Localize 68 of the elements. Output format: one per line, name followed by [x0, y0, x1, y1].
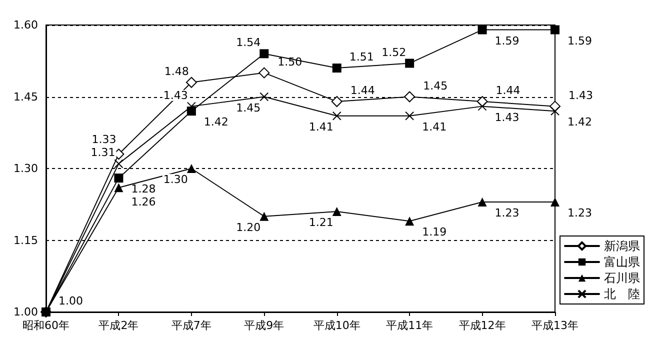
x-tick-label: 平成12年 — [458, 319, 506, 332]
point — [332, 111, 342, 120]
data-label: 1.21 — [308, 216, 334, 230]
data-label: 1.44 — [496, 84, 520, 98]
data-label: 1.54 — [236, 36, 261, 50]
y-tick-label: 1.60 — [14, 18, 38, 32]
point — [186, 164, 196, 173]
data-label: 1.41 — [308, 120, 334, 134]
y-tick-label: 1.00 — [14, 306, 38, 318]
x-tick-label: 平成13年 — [532, 319, 578, 332]
point — [260, 92, 269, 102]
legend-label: 富山県 — [604, 255, 640, 269]
point — [405, 216, 414, 226]
data-label: 1.33 — [92, 133, 116, 146]
legend-label: 新潟県 — [604, 239, 640, 253]
data-label: 1.31 — [90, 146, 116, 160]
y-tick-label: 1.15 — [14, 234, 38, 247]
point — [405, 111, 414, 120]
data-label: 1.43 — [568, 88, 593, 102]
data-label: 1.30 — [163, 173, 188, 186]
point — [478, 197, 487, 206]
data-label: 1.26 — [131, 196, 156, 209]
point — [405, 58, 414, 68]
point — [332, 207, 342, 216]
data-label: 1.59 — [568, 34, 592, 48]
point — [114, 174, 124, 183]
data-label: 1.00 — [58, 294, 83, 308]
point — [550, 25, 560, 34]
point — [114, 159, 124, 168]
data-label: 1.19 — [422, 226, 447, 239]
data-label: 1.48 — [164, 64, 189, 78]
x-tick-label: 平成7年 — [171, 319, 212, 332]
data-label: 1.50 — [278, 55, 302, 68]
data-label: 1.42 — [568, 116, 592, 129]
point — [258, 67, 270, 78]
point — [114, 183, 124, 192]
legend-label: 北 陸 — [604, 287, 640, 301]
data-label: 1.41 — [422, 120, 447, 134]
x-tick-label: 平成2年 — [98, 319, 139, 332]
point — [260, 212, 269, 221]
data-label: 1.52 — [382, 46, 406, 59]
data-label: 1.23 — [568, 206, 592, 220]
data-label: 1.44 — [350, 84, 375, 98]
x-tick-label: 平成11年 — [386, 319, 434, 332]
data-label: 1.45 — [423, 79, 448, 92]
y-tick-label: 1.30 — [14, 162, 38, 175]
point — [478, 25, 487, 34]
data-label: 1.28 — [131, 182, 156, 196]
point — [260, 49, 269, 58]
point — [404, 91, 416, 102]
point — [550, 106, 560, 116]
data-label: 1.43 — [163, 88, 188, 102]
legend-label: 石川県 — [604, 271, 640, 285]
data-label: 1.59 — [494, 34, 520, 48]
x-tick-label: 昭和60年 — [22, 319, 70, 332]
x-tick-label: 平成9年 — [244, 319, 284, 332]
point — [331, 96, 342, 108]
data-label: 1.20 — [236, 220, 261, 234]
data-label: 1.43 — [494, 110, 520, 124]
data-label: 1.23 — [494, 206, 520, 220]
point — [186, 76, 197, 88]
y-tick-label: 1.45 — [14, 90, 38, 104]
data-label: 1.45 — [236, 101, 261, 114]
data-label: 1.51 — [349, 50, 374, 64]
point — [478, 102, 487, 111]
x-tick-label: 平成10年 — [313, 319, 360, 332]
data-label: 1.42 — [204, 116, 228, 129]
point — [332, 64, 342, 73]
